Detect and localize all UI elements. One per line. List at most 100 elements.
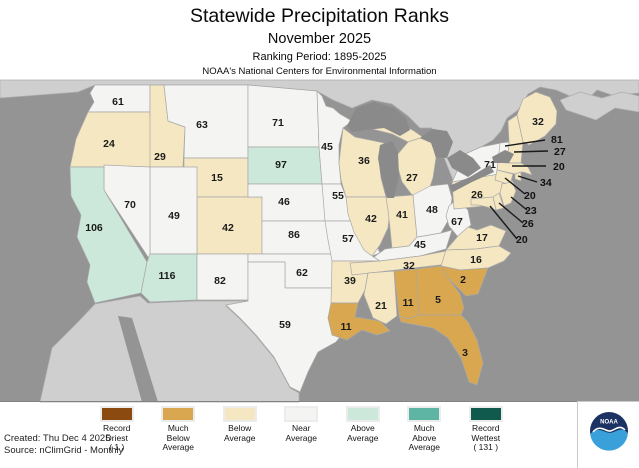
source-line: Source: nClimGrid - Monthly [4, 445, 124, 456]
state-rank-label: 2 [460, 274, 466, 286]
state-rank-label: 57 [342, 233, 354, 245]
state-rank-label: 42 [365, 213, 377, 225]
legend-label: Average [285, 432, 317, 443]
lake-ontario [492, 150, 514, 163]
map-bottom-edge [0, 401, 639, 402]
noaa-logo: NOAA [590, 412, 628, 451]
state-WA: 61 [87, 84, 151, 113]
callout-rank-NJ: 23 [525, 205, 537, 217]
state-rank-label: 5 [435, 294, 441, 306]
state-CO: 42 [196, 196, 263, 255]
noaa-logo-text: NOAA [600, 420, 618, 426]
callout-rank-RI: 34 [540, 177, 552, 189]
noaa-logo-wave [590, 429, 628, 451]
legend-label: Below [166, 432, 190, 443]
state-rank-label: 11 [340, 321, 351, 333]
legend-label: ( 1 ) [109, 442, 125, 452]
state-MS: 21 [363, 270, 398, 325]
callout-rank-NH: 27 [554, 146, 566, 158]
gulf-of-california [118, 316, 158, 402]
legend-item-record-wettest: Record Wettest ( 131 ) [455, 404, 517, 453]
legend-label: ( 131 ) [473, 442, 499, 452]
callout-rank-CT: 20 [524, 190, 536, 202]
state-rank-label: 32 [532, 116, 544, 128]
callout-line-DE [498, 202, 524, 224]
state-AZ: 116 [140, 253, 198, 303]
legend-swatch-record-driest [99, 406, 134, 422]
state-LA: 11 [327, 302, 391, 341]
callout-rank-DE: 26 [522, 218, 534, 230]
state-rank-label: 71 [484, 159, 496, 171]
header: Statewide Precipitation Ranks November 2… [0, 0, 639, 80]
state-KS: 86 [261, 220, 335, 255]
page-subtitle: November 2025 [267, 31, 372, 47]
state-rank-label: 32 [403, 260, 415, 272]
state-rank-label: 86 [288, 229, 300, 241]
callout-rank-MA: 20 [553, 161, 565, 173]
state-rank-label: 55 [332, 190, 344, 202]
legend-swatch-below [222, 406, 257, 422]
legend-item-much-above-average: Much Above Average [394, 404, 456, 453]
callout-rank-VT: 81 [551, 134, 563, 146]
lake-erie [449, 165, 494, 192]
legend-item-near-average: Near Average [271, 404, 333, 453]
state-rank-label: 29 [154, 151, 166, 163]
legend-label: Average [346, 432, 379, 443]
callout-line-NJ [510, 196, 528, 211]
state-rank-label: 3 [462, 347, 468, 359]
legend-label: Much [167, 423, 189, 433]
callout-rank-MD: 20 [516, 234, 528, 246]
state-rank-label: 17 [476, 232, 488, 244]
legend-label: Average [162, 442, 194, 452]
state-rank-label: 67 [451, 216, 463, 228]
state-rank-label: 49 [168, 210, 180, 222]
legend-label: Below [228, 423, 252, 433]
noaa-logo-box: NOAA [577, 401, 639, 468]
legend-swatch-record-wettest [468, 406, 503, 422]
legend-item-much-below-average: Much Below Average [148, 404, 210, 453]
legend-label: Above [412, 432, 437, 443]
callout-line-VT [504, 139, 546, 147]
state-rank-label: 63 [196, 119, 208, 131]
legend-item-record-driest: Record Driest ( 1 ) [86, 404, 148, 453]
state-TX: 59 [225, 261, 346, 393]
legend-swatch-above [345, 406, 380, 422]
state-UT: 49 [149, 166, 198, 255]
state-rank-label: 116 [159, 270, 176, 282]
noaa-logo-gull-icon [592, 426, 626, 433]
state-rank-label: 42 [222, 222, 234, 234]
state-rank-label: 71 [272, 117, 284, 129]
state-rank-label: 70 [124, 199, 136, 211]
lake-superior [347, 102, 410, 136]
page-title: Statewide Precipitation Ranks [189, 5, 450, 27]
state-rank-label: 11 [402, 297, 413, 309]
state-rank-label: 16 [470, 254, 482, 266]
state-rank-label: 62 [296, 267, 308, 279]
legend-item-above-average: Above Average [332, 404, 394, 453]
org-line: NOAA's National Centers for Environmenta… [202, 66, 437, 77]
legend-label: Average [408, 442, 440, 452]
state-rank-label: 45 [414, 239, 426, 251]
state-rank-label: 41 [396, 209, 408, 221]
legend-label: Much [413, 423, 435, 433]
lake-michigan [378, 141, 399, 198]
legend-swatch-much-below [161, 406, 196, 422]
legend-label: Above [350, 423, 375, 433]
state-rank-label: 45 [321, 141, 333, 153]
mexico-landmass [39, 295, 300, 403]
state-rank-label: 15 [211, 172, 223, 184]
legend-swatch-much-above [407, 406, 442, 422]
legend-label: Average [223, 432, 256, 443]
state-rank-label: 39 [344, 275, 356, 287]
state-rank-label: 46 [278, 196, 290, 208]
legend-swatch-near [284, 406, 319, 422]
callout-line-NH [513, 150, 549, 153]
state-CA: 106 [69, 166, 148, 304]
state-rank-label: 59 [279, 319, 291, 331]
state-SD: 97 [247, 146, 323, 185]
callout-line-MD [489, 205, 518, 240]
legend-label: Record [103, 423, 131, 433]
state-rank-label: 27 [406, 172, 418, 184]
state-rank-label: 21 [375, 300, 387, 312]
callout-line-RI [517, 175, 538, 183]
